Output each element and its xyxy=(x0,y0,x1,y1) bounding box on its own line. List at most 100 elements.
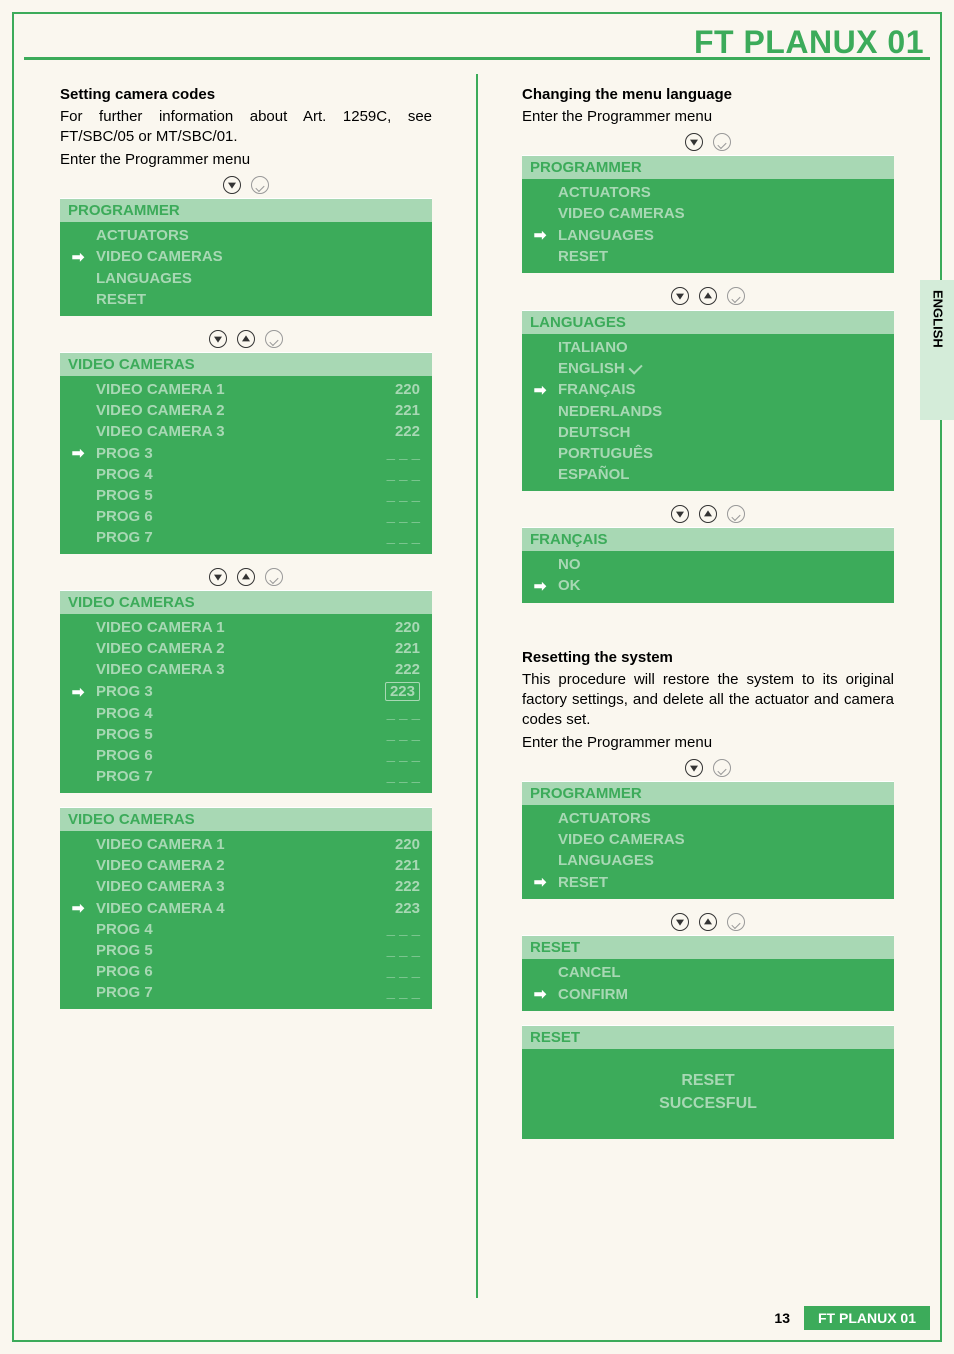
menu-item: VIDEO CAMERA 1220 xyxy=(66,379,426,400)
body-text: Enter the Programmer menu xyxy=(60,150,432,170)
menu-video-cameras: VIDEO CAMERAS VIDEO CAMERA 1220VIDEO CAM… xyxy=(60,590,432,793)
menu-item: PROG 4_ _ _ xyxy=(66,464,426,485)
menu-item-label: VIDEO CAMERA 1 xyxy=(90,836,366,853)
menu-item: NO xyxy=(528,554,888,575)
menu-item-value: 222 xyxy=(366,661,426,678)
up-icon xyxy=(237,330,255,348)
menu-item: PROG 6_ _ _ xyxy=(66,961,426,982)
menu-item: ➡VIDEO CAMERA 4223 xyxy=(66,897,426,919)
menu-item-value: 221 xyxy=(366,640,426,657)
menu-item-label: ITALIANO xyxy=(552,339,888,356)
arrow-right-icon: ➡ xyxy=(528,226,552,244)
menu-item-label: CANCEL xyxy=(552,964,888,981)
menu-item-label: PROG 4 xyxy=(90,921,366,938)
menu-item-label: PROG 4 xyxy=(90,705,366,722)
menu-item: ➡LANGUAGES xyxy=(528,224,888,246)
menu-programmer: PROGRAMMER ACTUATORS➡VIDEO CAMERASLANGUA… xyxy=(60,198,432,316)
section-title: Resetting the system xyxy=(522,649,894,666)
menu-item-label: VIDEO CAMERAS xyxy=(90,248,426,265)
menu-item-label: RESET xyxy=(90,291,426,308)
menu-languages: LANGUAGES ITALIANOENGLISH➡FRANÇAISNEDERL… xyxy=(522,310,894,491)
menu-item: DEUTSCH xyxy=(528,422,888,443)
arrow-right-icon: ➡ xyxy=(528,381,552,399)
menu-programmer: PROGRAMMER ACTUATORSVIDEO CAMERASLANGUAG… xyxy=(522,781,894,899)
confirm-icon xyxy=(265,330,283,348)
menu-header: RESET xyxy=(522,935,894,959)
menu-item-value: _ _ _ xyxy=(366,705,426,722)
menu-video-cameras: VIDEO CAMERAS VIDEO CAMERA 1220VIDEO CAM… xyxy=(60,807,432,1009)
menu-item-label: FRANÇAIS xyxy=(552,381,888,398)
menu-item-label: PROG 6 xyxy=(90,963,366,980)
menu-item-label: NO xyxy=(552,556,888,573)
up-icon xyxy=(237,568,255,586)
menu-item: ➡FRANÇAIS xyxy=(528,379,888,401)
menu-item-label: NEDERLANDS xyxy=(552,403,888,420)
arrow-right-icon: ➡ xyxy=(66,899,90,917)
menu-item-label: RESET xyxy=(552,874,888,891)
menu-item-label: PROG 3 xyxy=(90,445,366,462)
page-footer: 13 FT PLANUX 01 xyxy=(24,1306,930,1330)
menu-item: ➡RESET xyxy=(528,871,888,893)
menu-item: VIDEO CAMERA 3222 xyxy=(66,421,426,442)
menu-item-value: 221 xyxy=(366,402,426,419)
menu-item: ESPAÑOL xyxy=(528,464,888,485)
menu-item: VIDEO CAMERA 3222 xyxy=(66,659,426,680)
nav-icons xyxy=(522,759,894,777)
up-icon xyxy=(699,505,717,523)
confirm-icon xyxy=(727,287,745,305)
menu-item: PROG 7_ _ _ xyxy=(66,982,426,1003)
menu-item-label: PROG 5 xyxy=(90,726,366,743)
menu-item: RESET xyxy=(528,246,888,267)
menu-item: PROG 4_ _ _ xyxy=(66,919,426,940)
right-column: Changing the menu language Enter the Pro… xyxy=(522,74,894,1298)
nav-icons xyxy=(522,287,894,305)
menu-item-label: PROG 5 xyxy=(90,942,366,959)
menu-item-label: ACTUATORS xyxy=(552,184,888,201)
menu-item-label: VIDEO CAMERA 2 xyxy=(90,857,366,874)
menu-item: VIDEO CAMERA 2221 xyxy=(66,855,426,876)
menu-item: PROG 7_ _ _ xyxy=(66,766,426,787)
nav-icons xyxy=(522,913,894,931)
menu-item: ITALIANO xyxy=(528,337,888,358)
menu-item: ➡PROG 3_ _ _ xyxy=(66,442,426,464)
menu-header: FRANÇAIS xyxy=(522,527,894,551)
menu-video-cameras: VIDEO CAMERAS VIDEO CAMERA 1220VIDEO CAM… xyxy=(60,352,432,554)
column-separator xyxy=(476,74,478,1298)
menu-item-value: 220 xyxy=(366,381,426,398)
arrow-right-icon: ➡ xyxy=(528,873,552,891)
menu-francais: FRANÇAIS NO➡OK xyxy=(522,527,894,603)
arrow-right-icon: ➡ xyxy=(66,683,90,701)
menu-item-label: VIDEO CAMERAS xyxy=(552,831,888,848)
menu-item-label: LANGUAGES xyxy=(552,227,888,244)
menu-item: VIDEO CAMERAS xyxy=(528,203,888,224)
content: Setting camera codes For further informa… xyxy=(60,74,894,1298)
body-text: Enter the Programmer menu xyxy=(522,733,894,753)
left-column: Setting camera codes For further informa… xyxy=(60,74,432,1298)
menu-item-value: _ _ _ xyxy=(366,445,426,462)
confirm-icon xyxy=(713,133,731,151)
menu-header: VIDEO CAMERAS xyxy=(60,590,432,614)
menu-item-label: PORTUGUÊS xyxy=(552,445,888,462)
page: FT PLANUX 01 ENGLISH Setting camera code… xyxy=(0,0,954,1354)
menu-item-value: _ _ _ xyxy=(366,508,426,525)
menu-reset-result: RESET RESET SUCCESFUL xyxy=(522,1025,894,1139)
menu-header: PROGRAMMER xyxy=(60,198,432,222)
menu-item-value: 220 xyxy=(366,836,426,853)
menu-item-value: _ _ _ xyxy=(366,726,426,743)
menu-item: PROG 6_ _ _ xyxy=(66,745,426,766)
page-header: FT PLANUX 01 xyxy=(24,24,930,60)
confirm-icon xyxy=(713,759,731,777)
down-icon xyxy=(685,133,703,151)
menu-item: VIDEO CAMERA 3222 xyxy=(66,876,426,897)
menu-item-value: _ _ _ xyxy=(366,747,426,764)
footer-doc-label: FT PLANUX 01 xyxy=(804,1306,930,1330)
menu-item: ENGLISH xyxy=(528,358,888,379)
menu-item-label: VIDEO CAMERA 2 xyxy=(90,640,366,657)
menu-item-value: 222 xyxy=(366,423,426,440)
menu-item: PROG 6_ _ _ xyxy=(66,506,426,527)
down-icon xyxy=(209,330,227,348)
nav-icons xyxy=(522,133,894,151)
nav-icons xyxy=(60,330,432,348)
arrow-right-icon: ➡ xyxy=(66,248,90,266)
down-icon xyxy=(671,287,689,305)
